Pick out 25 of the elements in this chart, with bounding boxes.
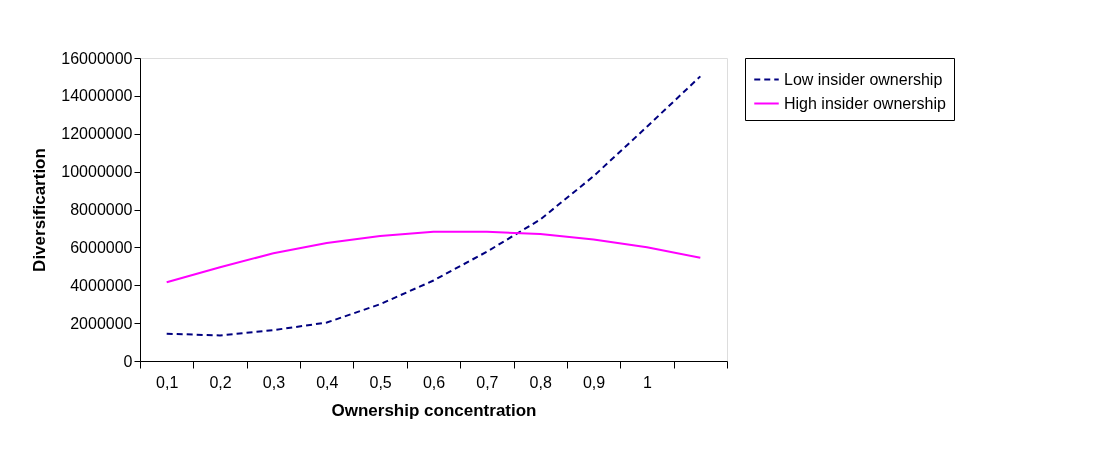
y-tick-label: 14000000 [61,87,133,105]
x-tick-label: 0,3 [262,373,286,391]
x-tick-label: 0,5 [369,373,392,391]
x-tick-label: 0,1 [156,373,179,391]
y-axis-title: Diversificartion [30,148,50,272]
x-axis-title: Ownership concentration [331,400,537,420]
y-tick-label: 16000000 [61,49,133,67]
x-tick-label: 0,6 [422,373,446,391]
y-tick-label: 4000000 [70,276,133,294]
x-tick-label: 0,7 [476,373,499,391]
legend-label: High insider ownership [784,94,946,112]
legend-label: Low insider ownership [784,70,943,88]
x-tick-label: 0,8 [529,373,552,391]
y-tick-label: 12000000 [61,125,133,143]
x-tick-label: 0,9 [582,373,606,391]
y-tick-label: 10000000 [61,163,133,181]
y-tick-label: 2000000 [70,314,133,332]
x-tick-label: 0,2 [209,373,232,391]
y-tick-label: 8000000 [70,201,133,218]
y-tick-label: 6000000 [70,238,133,256]
y-tick-label: 0 [123,352,133,370]
x-tick-label: 0,4 [316,373,339,391]
line-series [165,230,702,284]
line-series [165,75,702,337]
x-tick-label: 1 [643,373,652,391]
